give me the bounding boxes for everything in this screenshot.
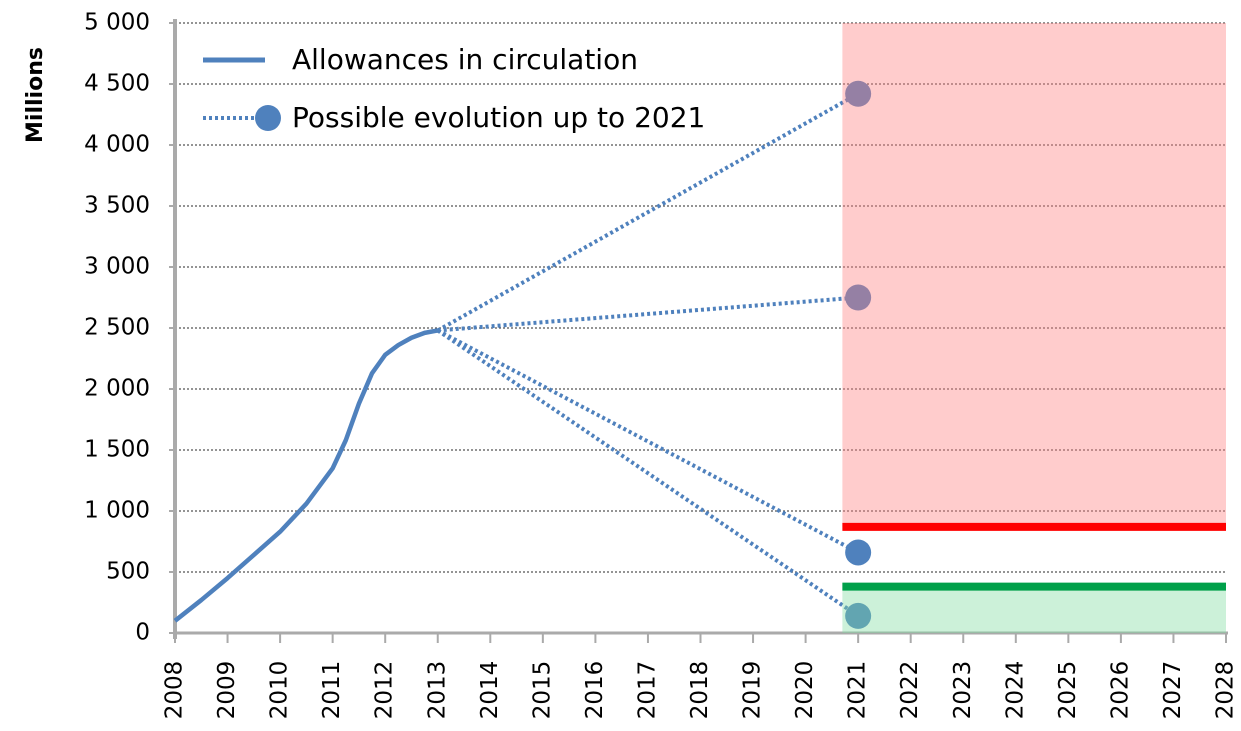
x-tick-label: 2016 xyxy=(582,661,608,720)
x-tick-label: 2026 xyxy=(1107,661,1133,720)
x-tick-label: 2008 xyxy=(162,661,188,720)
projection-line xyxy=(436,92,860,333)
x-tick-label: 2014 xyxy=(477,661,503,720)
y-tick-label: 3 500 xyxy=(84,193,150,219)
x-tick-label: 2023 xyxy=(950,661,976,720)
x-tick-label: 2021 xyxy=(845,661,871,720)
projection-marker xyxy=(845,80,872,107)
y-tick-label: 3 000 xyxy=(84,254,150,280)
y-tick-label: 5 000 xyxy=(84,10,150,36)
projection-marker xyxy=(845,602,872,629)
legend-label: Possible evolution up to 2021 xyxy=(292,101,705,134)
x-tick-label: 2020 xyxy=(792,661,818,720)
y-tick-label: 4 500 xyxy=(84,71,150,97)
y-axis-label: Millions xyxy=(23,47,48,143)
legend-label: Allowances in circulation xyxy=(292,43,638,76)
x-tick-label: 2028 xyxy=(1213,661,1239,720)
x-tick-label: 2010 xyxy=(267,661,293,720)
y-tick-label: 1 000 xyxy=(84,498,150,524)
x-tick-label: 2013 xyxy=(424,661,450,720)
projection-marker xyxy=(845,539,872,566)
projection-line xyxy=(436,328,860,618)
x-tick-label: 2018 xyxy=(687,661,713,720)
x-tick-label: 2022 xyxy=(897,661,923,720)
legend-swatch xyxy=(255,105,281,131)
band xyxy=(842,23,1226,527)
y-tick-label: 4 000 xyxy=(84,132,150,158)
projection-line xyxy=(437,295,859,333)
x-tick-label: 2012 xyxy=(372,661,398,720)
y-tick-label: 1 500 xyxy=(84,437,150,463)
x-tick-label: 2019 xyxy=(740,661,766,720)
x-tick-label: 2015 xyxy=(529,661,555,720)
x-tick-label: 2027 xyxy=(1160,661,1186,720)
y-tick-label: 0 xyxy=(135,620,150,646)
x-tick-label: 2017 xyxy=(634,661,660,720)
series-line xyxy=(173,328,439,623)
y-tick-label: 500 xyxy=(106,559,150,585)
band xyxy=(842,582,1226,633)
projection-marker xyxy=(845,284,872,311)
x-tick-label: 2024 xyxy=(1002,661,1028,720)
x-tick-label: 2025 xyxy=(1055,661,1081,720)
y-tick-label: 2 500 xyxy=(84,315,150,341)
x-tick-label: 2011 xyxy=(319,661,345,720)
projection-line xyxy=(436,328,860,555)
x-tick-label: 2009 xyxy=(214,661,240,720)
y-tick-label: 2 000 xyxy=(84,376,150,402)
